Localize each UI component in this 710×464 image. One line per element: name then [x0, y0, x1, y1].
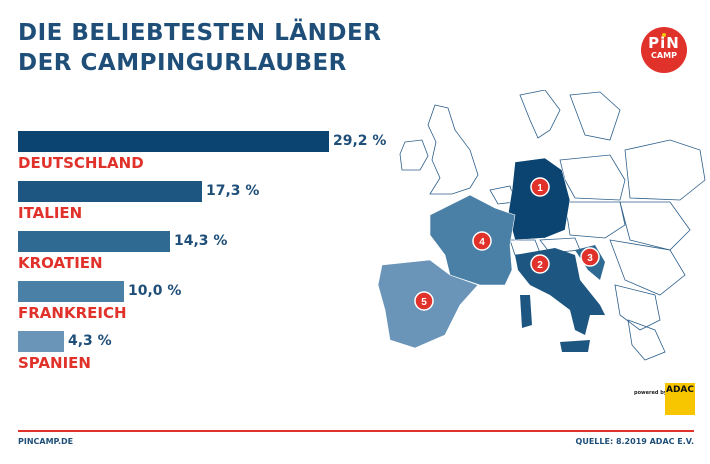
bar-frankreich: [18, 281, 124, 302]
balkans-outline: [614, 284, 661, 331]
value-label: 4,3 %: [68, 333, 112, 349]
ukraine-outline: [619, 201, 691, 251]
greece-outline: [627, 319, 666, 361]
map-marker-3: 3: [580, 247, 600, 267]
map-marker-1: 1: [530, 177, 550, 197]
great-britain-outline: [427, 104, 479, 195]
pincamp-logo: PiN CAMP: [641, 27, 687, 73]
powered-by-label: powered by: [634, 390, 668, 396]
footer-source: QUELLE: 8.2019 ADAC E.V.: [575, 437, 694, 446]
svg-text:4: 4: [479, 237, 485, 248]
romania-outline: [609, 239, 686, 296]
germany-shape: [507, 157, 571, 241]
poland-outline: [559, 154, 626, 201]
category-label: KROATIEN: [18, 254, 103, 272]
eastern-outline: [624, 139, 706, 201]
svg-text:2: 2: [537, 260, 543, 271]
bar-kroatien: [18, 231, 170, 252]
bar-deutschland: [18, 131, 329, 152]
page-title: DIE BELIEBTESTEN LÄNDER DER CAMPINGURLAU…: [18, 18, 381, 78]
title-line-1: DIE BELIEBTESTEN LÄNDER: [18, 20, 382, 46]
map-marker-2: 2: [530, 254, 550, 274]
adac-logo-text: ADAC: [665, 385, 694, 395]
scandinavia-outline: [519, 90, 561, 139]
logo-text-top: PiN: [648, 34, 680, 52]
europe-map: 1 2 3 4 5: [377, 90, 706, 361]
adac-logo: ADAC: [665, 383, 695, 415]
category-label: SPANIEN: [18, 354, 91, 372]
value-label: 29,2 %: [333, 133, 387, 149]
value-label: 17,3 %: [206, 183, 260, 199]
footer-website: PINCAMP.DE: [18, 437, 74, 446]
sicily-shape: [560, 340, 590, 352]
category-label: DEUTSCHLAND: [18, 154, 144, 172]
footer-divider: [18, 430, 694, 432]
svg-text:5: 5: [421, 297, 427, 308]
logo-dot-icon: [662, 33, 666, 37]
czech-outline: [564, 201, 626, 239]
map-marker-4: 4: [472, 231, 492, 251]
ireland-outline: [399, 139, 429, 171]
svg-text:1: 1: [537, 183, 543, 194]
bar-italien: [18, 181, 202, 202]
sardinia-shape: [520, 295, 532, 328]
bar-spanien: [18, 331, 64, 352]
svg-text:3: 3: [587, 253, 593, 264]
sweden-outline: [569, 91, 621, 141]
map-marker-5: 5: [414, 291, 434, 311]
logo-text-bottom: CAMP: [651, 51, 677, 60]
map-outlines: [399, 90, 706, 361]
category-label: FRANKREICH: [18, 304, 127, 322]
category-label: ITALIEN: [18, 204, 83, 222]
title-line-2: DER CAMPINGURLAUBER: [18, 50, 347, 76]
value-label: 14,3 %: [174, 233, 228, 249]
value-label: 10,0 %: [128, 283, 182, 299]
